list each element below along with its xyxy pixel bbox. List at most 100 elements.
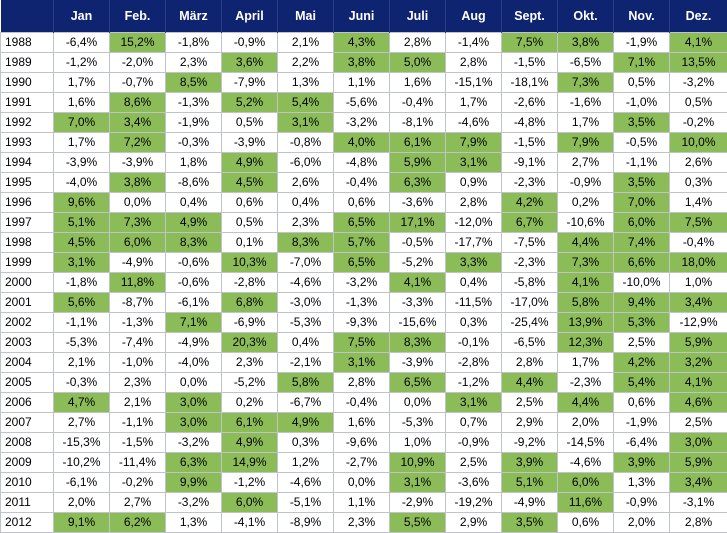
value-cell: -5,8%: [502, 272, 558, 292]
value-cell: -1,9%: [614, 412, 670, 432]
value-cell: 7,3%: [558, 72, 614, 92]
table-row: 2010-6,1%-0,2%9,9%-1,2%-4,6%0,0%3,1%-3,6…: [1, 472, 727, 492]
value-cell: -6,9%: [222, 312, 278, 332]
value-cell: 2,7%: [110, 492, 166, 512]
year-cell: 2005: [1, 372, 54, 392]
value-cell: 4,1%: [390, 272, 446, 292]
value-cell: -4,9%: [502, 492, 558, 512]
value-cell: -3,2%: [334, 112, 390, 132]
value-cell: 2,9%: [502, 412, 558, 432]
value-cell: 3,5%: [502, 512, 558, 532]
value-cell: -0,4%: [334, 172, 390, 192]
value-cell: 4,2%: [502, 192, 558, 212]
value-cell: -10,0%: [614, 272, 670, 292]
table-row: 1989-1,2%-2,0%2,3%3,6%2,2%3,8%5,0%2,8%-1…: [1, 52, 727, 72]
value-cell: 0,0%: [334, 472, 390, 492]
value-cell: -1,5%: [502, 52, 558, 72]
value-cell: 0,3%: [278, 432, 334, 452]
value-cell: -3,6%: [390, 192, 446, 212]
value-cell: 6,0%: [614, 212, 670, 232]
year-cell: 1990: [1, 72, 54, 92]
value-cell: 4,1%: [670, 32, 727, 52]
value-cell: -6,7%: [278, 392, 334, 412]
value-cell: 4,5%: [54, 232, 110, 252]
value-cell: 4,6%: [670, 392, 727, 412]
value-cell: -0,6%: [166, 272, 222, 292]
value-cell: 2,8%: [502, 352, 558, 372]
value-cell: -0,9%: [558, 172, 614, 192]
value-cell: 4,9%: [222, 152, 278, 172]
value-cell: -3,2%: [670, 72, 727, 92]
value-cell: 3,5%: [614, 172, 670, 192]
value-cell: 1,1%: [334, 72, 390, 92]
value-cell: -3,9%: [110, 152, 166, 172]
value-cell: -8,6%: [166, 172, 222, 192]
value-cell: -6,5%: [558, 52, 614, 72]
value-cell: 6,5%: [334, 252, 390, 272]
year-cell: 2002: [1, 312, 54, 332]
value-cell: 2,0%: [558, 412, 614, 432]
value-cell: -7,0%: [278, 252, 334, 272]
value-cell: 0,3%: [446, 312, 502, 332]
value-cell: 10,3%: [222, 252, 278, 272]
table-row: 1988-6,4%15,2%-1,8%-0,9%2,1%4,3%2,8%-1,4…: [1, 32, 727, 52]
value-cell: -0,7%: [110, 72, 166, 92]
value-cell: 1,3%: [166, 512, 222, 532]
value-cell: -5,3%: [390, 412, 446, 432]
month-header-cell: Mai: [278, 0, 334, 32]
value-cell: -0,2%: [670, 112, 727, 132]
value-cell: 15,2%: [110, 32, 166, 52]
value-cell: 0,6%: [334, 192, 390, 212]
value-cell: 1,0%: [670, 272, 727, 292]
year-header-cell: [1, 0, 54, 32]
value-cell: -8,9%: [278, 512, 334, 532]
value-cell: 1,7%: [54, 72, 110, 92]
year-cell: 2003: [1, 332, 54, 352]
value-cell: -1,8%: [166, 32, 222, 52]
year-cell: 2009: [1, 452, 54, 472]
value-cell: 0,6%: [614, 392, 670, 412]
value-cell: 2,8%: [446, 52, 502, 72]
value-cell: -4,6%: [278, 272, 334, 292]
value-cell: 2,3%: [110, 372, 166, 392]
value-cell: -4,0%: [54, 172, 110, 192]
value-cell: -0,9%: [222, 32, 278, 52]
value-cell: -1,9%: [166, 112, 222, 132]
value-cell: -0,9%: [446, 432, 502, 452]
value-cell: 1,6%: [334, 412, 390, 432]
value-cell: 5,5%: [390, 512, 446, 532]
value-cell: 7,9%: [558, 132, 614, 152]
value-cell: 5,4%: [614, 372, 670, 392]
value-cell: -0,5%: [390, 232, 446, 252]
value-cell: 3,8%: [110, 172, 166, 192]
value-cell: 6,8%: [222, 292, 278, 312]
month-header-cell: April: [222, 0, 278, 32]
value-cell: -4,8%: [502, 112, 558, 132]
value-cell: -1,1%: [614, 152, 670, 172]
value-cell: 7,5%: [334, 332, 390, 352]
value-cell: 0,5%: [222, 212, 278, 232]
value-cell: 0,5%: [670, 92, 727, 112]
value-cell: 7,3%: [558, 252, 614, 272]
value-cell: 8,3%: [278, 232, 334, 252]
year-cell: 1998: [1, 232, 54, 252]
value-cell: 0,5%: [614, 72, 670, 92]
value-cell: 13,9%: [558, 312, 614, 332]
value-cell: -15,6%: [390, 312, 446, 332]
value-cell: 4,0%: [334, 132, 390, 152]
value-cell: 9,4%: [614, 292, 670, 312]
value-cell: -1,3%: [334, 292, 390, 312]
value-cell: -0,4%: [670, 232, 727, 252]
value-cell: 9,9%: [166, 472, 222, 492]
table-row: 1995-4,0%3,8%-8,6%4,5%2,6%-0,4%6,3%0,9%-…: [1, 172, 727, 192]
value-cell: 6,0%: [558, 472, 614, 492]
value-cell: -4,6%: [446, 112, 502, 132]
value-cell: 3,4%: [670, 292, 727, 312]
month-header-cell: Juni: [334, 0, 390, 32]
month-header-cell: Sept.: [502, 0, 558, 32]
value-cell: -3,0%: [278, 292, 334, 312]
value-cell: 4,9%: [222, 432, 278, 452]
value-cell: 11,6%: [558, 492, 614, 512]
